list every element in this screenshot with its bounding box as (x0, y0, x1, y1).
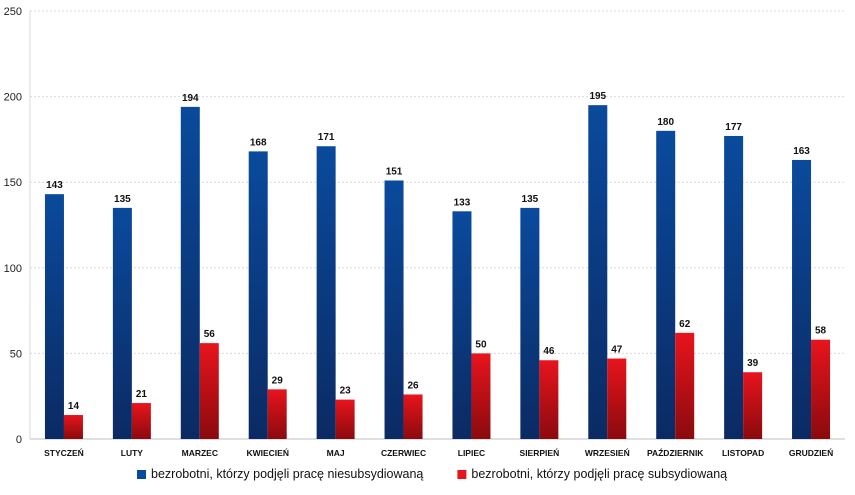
data-label: 151 (386, 166, 403, 177)
x-tick-label: LUTY (121, 448, 144, 458)
data-label: 135 (522, 194, 539, 205)
data-label: 177 (725, 122, 742, 133)
x-tick-label: SIERPIEŃ (520, 448, 560, 458)
bar-unsubsidized (724, 135, 744, 439)
bar-unsubsidized (792, 159, 812, 439)
bar-unsubsidized (588, 105, 608, 439)
data-label: 50 (475, 339, 487, 350)
data-label: 62 (679, 319, 691, 330)
x-tick-label: STYCZEŃ (44, 448, 84, 458)
data-label: 168 (250, 137, 267, 148)
bar-subsidized (471, 353, 491, 439)
data-label: 46 (543, 346, 555, 357)
bar-unsubsidized (112, 207, 132, 439)
data-label: 195 (589, 91, 606, 102)
legend-label-subsidized: bezrobotni, którzy podjęli pracę subsydi… (471, 467, 727, 481)
data-label: 47 (611, 345, 623, 356)
x-tick-label: PAŹDZIERNIK (647, 448, 704, 458)
y-tick-label: 150 (4, 177, 22, 189)
bar-subsidized (199, 343, 219, 439)
legend-swatch-unsubsidized (137, 470, 146, 479)
bar-unsubsidized (248, 151, 268, 439)
y-axis: 0 50 100 150 200 250 (4, 6, 22, 446)
bar-unsubsidized (452, 211, 472, 439)
data-label: 143 (46, 180, 63, 191)
gridlines (29, 10, 845, 440)
bar-unsubsidized (44, 194, 64, 439)
data-label: 133 (454, 197, 471, 208)
bar-unsubsidized (520, 207, 540, 439)
bar-subsidized (675, 332, 695, 439)
bar-subsidized (743, 372, 763, 439)
legend-label-unsubsidized: bezrobotni, którzy podjęli pracę niesubs… (151, 467, 423, 481)
bar-unsubsidized (656, 130, 676, 439)
data-label: 194 (182, 93, 199, 104)
bars (44, 105, 831, 440)
x-tick-label: LIPIEC (458, 448, 485, 458)
x-tick-label: LISTOPAD (722, 448, 764, 458)
x-tick-label: CZERWIEC (381, 448, 426, 458)
x-tick-label: GRUDZIEŃ (789, 448, 833, 458)
data-label: 58 (815, 326, 827, 337)
legend: bezrobotni, którzy podjęli pracę niesubs… (137, 467, 727, 481)
data-label: 56 (204, 329, 216, 340)
data-label: 163 (793, 146, 810, 157)
x-tick-label: WRZESIEŃ (585, 448, 630, 458)
y-tick-label: 50 (10, 348, 22, 360)
bar-subsidized (131, 403, 151, 439)
x-tick-label: KWIECIEŃ (246, 448, 289, 458)
data-label: 14 (68, 401, 80, 412)
legend-swatch-subsidized (457, 470, 467, 479)
y-tick-label: 100 (4, 263, 22, 275)
bar-unsubsidized (316, 146, 336, 440)
x-axis: STYCZEŃ LUTY MARZEC KWIECIEŃ MAJ CZERWIEC LIPI… (44, 448, 833, 458)
y-tick-label: 200 (4, 92, 22, 104)
bar-subsidized (403, 394, 423, 439)
data-label: 39 (747, 358, 759, 369)
x-tick-label: MAJ (327, 448, 345, 458)
bar-subsidized (539, 360, 559, 439)
y-tick-label: 0 (16, 434, 22, 446)
data-label: 171 (318, 132, 335, 143)
data-label: 21 (136, 389, 148, 400)
x-tick-label: MARZEC (182, 448, 218, 458)
bar-unsubsidized (384, 180, 404, 439)
bar-subsidized (267, 389, 287, 439)
bar-subsidized (335, 399, 355, 439)
data-labels: 143 14 135 21 194 56 168 29 171 23 151 26 133 50 135 46… (46, 91, 826, 412)
data-label: 29 (272, 375, 284, 386)
data-label: 26 (407, 380, 419, 391)
bar-subsidized (63, 415, 83, 439)
data-label: 180 (657, 117, 674, 128)
bar-subsidized (607, 358, 627, 439)
data-label: 23 (340, 386, 352, 397)
y-tick-label: 250 (4, 6, 22, 18)
data-label: 135 (114, 194, 131, 205)
bar-subsidized (811, 339, 831, 439)
bar-unsubsidized (180, 106, 200, 439)
